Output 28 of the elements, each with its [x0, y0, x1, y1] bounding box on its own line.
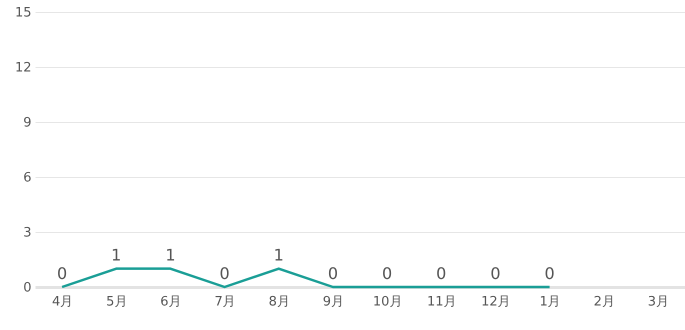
y-tick-label: 0	[23, 280, 32, 296]
x-tick-label: 12月	[481, 294, 511, 310]
data-label: 0	[544, 264, 555, 283]
x-tick-label: 6月	[160, 294, 182, 310]
y-tick-label: 15	[14, 6, 32, 20]
x-tick-label: 4月	[52, 294, 74, 310]
x-tick-label: 9月	[322, 294, 344, 310]
x-tick-label: 10月	[372, 294, 402, 310]
data-label: 0	[490, 264, 501, 283]
x-tick-label: 2月	[594, 294, 615, 310]
x-tick-label: 3月	[648, 294, 670, 310]
x-tick-label: 11月	[426, 294, 457, 310]
x-tick-label: 8月	[268, 294, 290, 310]
x-tick-label: 7月	[214, 294, 236, 310]
data-label: 0	[436, 264, 446, 283]
data-label: 1	[111, 246, 122, 265]
x-tick-label: 1月	[539, 294, 561, 310]
y-tick-label: 9	[23, 116, 32, 130]
data-label: 0	[56, 264, 68, 283]
data-label: 0	[219, 264, 230, 283]
data-label: 1	[165, 246, 176, 265]
y-tick-label: 3	[23, 226, 32, 240]
y-tick-label: 12	[14, 60, 32, 76]
data-label: 0	[328, 264, 338, 283]
y-tick-label: 6	[23, 170, 32, 186]
data-label: 0	[382, 264, 392, 283]
x-tick-label: 5月	[106, 294, 128, 310]
data-label: 1	[274, 246, 284, 265]
